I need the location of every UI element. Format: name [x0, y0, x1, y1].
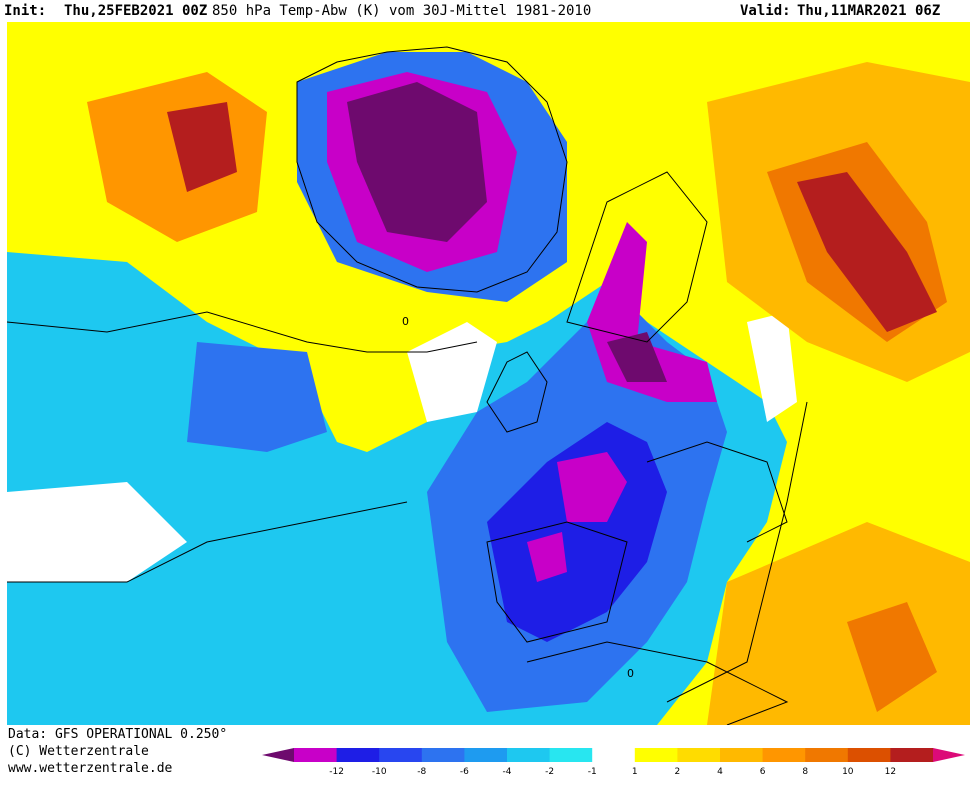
legend-bin — [421, 748, 465, 762]
zero-contour — [7, 311, 808, 703]
legend-tick-label: 6 — [760, 767, 766, 777]
valid-value: Thu,11MAR2021 06Z — [797, 3, 941, 19]
africa-warmer-region — [847, 602, 937, 712]
spain-cold-core — [527, 532, 567, 582]
greenland-coldest-core — [347, 82, 487, 242]
scandinavia-coastline — [566, 171, 708, 343]
neutral-patch-north-atlantic — [407, 322, 497, 422]
greenland-coastline — [296, 46, 568, 293]
legend-bin — [720, 748, 764, 762]
legend-bin — [592, 748, 636, 762]
valid-label: Valid: — [740, 3, 791, 19]
canada-hottest-core — [167, 102, 237, 192]
legend-bin — [890, 748, 934, 762]
iberia-cold-core — [557, 452, 627, 522]
legend-bin — [549, 748, 593, 762]
data-source: Data: GFS OPERATIONAL 0.250° — [8, 727, 228, 742]
neutral-patch-east — [747, 312, 797, 422]
init-value: Thu,25FEB2021 00Z — [64, 3, 208, 19]
copyright: (C) Wetterzentrale — [8, 744, 149, 759]
legend-tick-label: 8 — [802, 767, 808, 777]
website-link[interactable]: www.wetterzentrale.de — [8, 761, 173, 776]
legend-bin — [294, 748, 338, 762]
russia-hottest-core — [797, 172, 937, 332]
legend-tick-label: -10 — [372, 767, 387, 777]
legend-bin — [933, 748, 965, 762]
british-isles-coastline — [486, 351, 548, 433]
zero-contour-line-south — [7, 501, 408, 583]
legend-bin — [634, 748, 678, 762]
north-africa-coastline — [526, 641, 789, 725]
legend-bin — [336, 748, 380, 762]
zero-contour-line-north — [7, 311, 478, 353]
neutral-patch-west — [7, 482, 187, 582]
legend-tick-label: 4 — [717, 767, 723, 777]
legend-tick-label: -6 — [460, 767, 469, 777]
legend-bin — [262, 748, 294, 762]
mediterranean-coastline — [646, 441, 788, 543]
legend-bin — [805, 748, 849, 762]
legend-bin — [379, 748, 423, 762]
legend-bin — [847, 748, 891, 762]
legend-tick-label: -2 — [545, 767, 554, 777]
legend-bin — [677, 748, 721, 762]
legend-tick-label: -8 — [417, 767, 426, 777]
legend-tick-label: 10 — [842, 767, 854, 777]
legend-bin — [507, 748, 551, 762]
iberia-coastline — [486, 521, 628, 643]
legend-tick-label: 2 — [675, 767, 681, 777]
legend-tick-label: -1 — [588, 767, 597, 777]
parameter-title: 850 hPa Temp-Abw (K) vom 30J-Mittel 1981… — [212, 3, 592, 19]
init-label: Init: — [4, 3, 47, 19]
legend-tick-label: 1 — [632, 767, 638, 777]
legend-bin — [464, 748, 508, 762]
legend-tick-label: 12 — [885, 767, 896, 777]
map-header: Init: Thu,25FEB2021 00Z 850 hPa Temp-Abw… — [0, 0, 977, 22]
cool-pocket-west — [187, 342, 327, 452]
contour-label-zero: 0 — [402, 315, 409, 328]
zero-contour-line-east — [666, 401, 808, 703]
legend-tick-label: -12 — [329, 767, 344, 777]
color-legend: -12 -10 -8 -6 -4 -2 -1 1 2 4 6 8 10 12 — [262, 748, 965, 777]
coastlines — [296, 46, 789, 725]
contour-label-zero-south: 0 — [627, 667, 634, 680]
legend-tick-label: -4 — [503, 767, 512, 777]
legend-bin — [762, 748, 806, 762]
temperature-anomaly-map: 0 0 — [7, 22, 970, 725]
baltic-coldest-core — [607, 332, 667, 382]
